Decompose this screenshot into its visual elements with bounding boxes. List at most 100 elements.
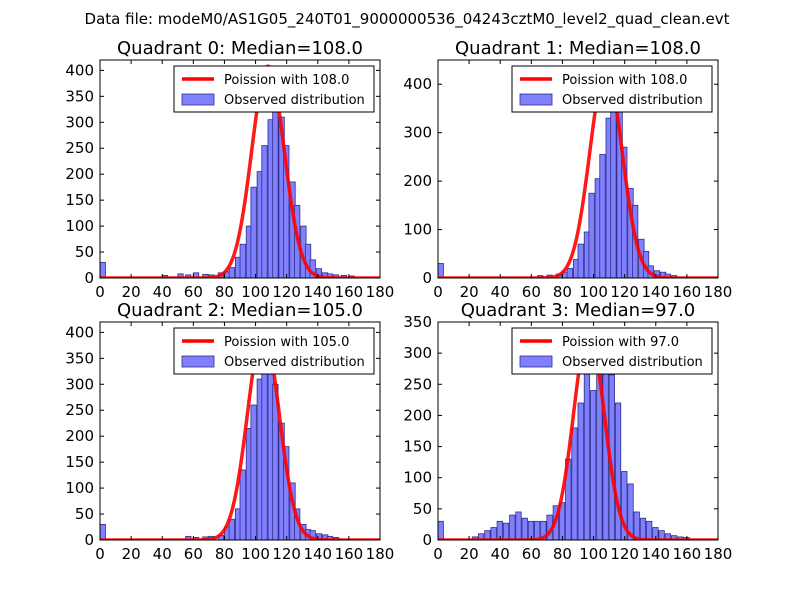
legend: Poission with 108.0 Observed distribution	[173, 65, 375, 113]
x-tick-label: 40	[491, 545, 510, 563]
y-tick-label: 400	[65, 61, 94, 79]
x-tick-label: 180	[366, 545, 395, 563]
x-tick-label: 100	[579, 283, 608, 301]
legend-bar-swatch	[519, 355, 553, 368]
x-tick-label: 80	[553, 545, 572, 563]
legend-curve-label: Poission with 108.0	[562, 73, 687, 88]
histogram-bar	[239, 243, 246, 278]
histogram-bar	[272, 98, 279, 278]
figure-title: Data file: modeM0/AS1G05_240T01_90000005…	[85, 10, 730, 29]
x-tick-label: 180	[366, 283, 395, 301]
histogram-bar	[177, 273, 184, 278]
histogram-bar	[100, 262, 106, 278]
y-tick-label: 100	[65, 217, 94, 235]
x-tick-label: 140	[303, 283, 332, 301]
x-tick-label: 60	[184, 545, 203, 563]
x-tick-label: 100	[241, 545, 270, 563]
x-tick-label: 160	[673, 283, 702, 301]
x-tick-label: 120	[610, 545, 639, 563]
x-tick-label: 0	[433, 545, 443, 563]
x-tick-label: 120	[272, 545, 301, 563]
poisson-curve	[438, 329, 718, 540]
y-tick-label: 350	[65, 349, 94, 367]
y-tick-label: 150	[65, 191, 94, 209]
histogram-bar	[633, 511, 640, 540]
histogram-bar	[646, 520, 653, 540]
quadrant-0-panel: 0 20 40 60 80 100 120 140 160 1800501001502002503…	[65, 38, 394, 301]
x-tick-label: 0	[95, 545, 105, 563]
x-tick-label: 0	[433, 283, 443, 301]
histogram-bar	[438, 520, 444, 540]
y-tick-label: 100	[65, 479, 94, 497]
x-tick-label: 40	[153, 545, 172, 563]
legend-bar-label: Observed distribution	[562, 355, 703, 370]
x-tick-label: 120	[610, 283, 639, 301]
x-tick-label: 140	[641, 283, 670, 301]
y-tick-label: 150	[65, 453, 94, 471]
legend-curve-label: Poission with 105.0	[224, 335, 349, 350]
x-tick-label: 160	[335, 283, 364, 301]
histogram-bar	[100, 524, 106, 540]
x-tick-label: 60	[522, 283, 541, 301]
x-tick-label: 60	[522, 545, 541, 563]
x-tick-label: 180	[704, 283, 733, 301]
histogram-bar	[509, 514, 516, 540]
quadrant-2-panel: 0 20 40 60 80 100 120 140 160 1800501001502002503…	[65, 300, 394, 563]
quadrant-0-bars	[100, 98, 355, 278]
histogram-bar	[577, 402, 584, 540]
y-tick-label: 50	[75, 505, 94, 523]
x-tick-label: 20	[460, 545, 479, 563]
legend-bar-label: Observed distribution	[224, 355, 365, 370]
quadrant-1-panel: 0 20 40 60 80 100 120 140 160 1800100200300400Qua…	[403, 38, 732, 301]
histogram-bar	[239, 469, 246, 540]
y-tick-label: 100	[403, 221, 432, 239]
histogram-bar	[670, 535, 678, 540]
histogram-bar	[658, 530, 665, 540]
axes-frame	[99, 59, 381, 279]
histogram-bar	[614, 402, 622, 540]
y-tick-label: 250	[403, 375, 432, 393]
y-tick-label: 400	[65, 323, 94, 341]
x-tick-label: 40	[491, 283, 510, 301]
axes-frame	[437, 321, 719, 541]
histogram-bar	[228, 518, 235, 540]
histogram-bar	[621, 146, 628, 278]
histogram-bar	[566, 267, 573, 278]
histogram-bar	[627, 483, 634, 540]
histogram-bar	[588, 192, 595, 278]
y-tick-label: 0	[422, 531, 432, 549]
quadrant-title: Quadrant 2: Median=105.0	[117, 300, 363, 321]
histogram-bar	[261, 145, 268, 278]
histogram-bar	[490, 527, 497, 540]
legend-bar-swatch	[181, 355, 215, 368]
histogram-bar	[521, 517, 528, 540]
histogram-bar	[250, 186, 257, 278]
histogram-bar	[228, 267, 235, 278]
y-tick-label: 100	[403, 469, 432, 487]
y-tick-label: 200	[403, 406, 432, 424]
y-tick-label: 300	[65, 375, 94, 393]
legend: Poission with 105.0 Observed distribution	[173, 327, 375, 375]
x-tick-label: 160	[335, 545, 364, 563]
quadrant-title: Quadrant 1: Median=108.0	[455, 38, 701, 59]
x-tick-label: 160	[673, 545, 702, 563]
histogram-bar	[571, 427, 578, 540]
x-tick-label: 80	[553, 283, 572, 301]
x-tick-label: 20	[122, 545, 141, 563]
histogram-bar	[283, 145, 290, 278]
histogram-bar	[502, 522, 510, 540]
histogram-bar	[590, 390, 597, 540]
x-tick-label: 0	[95, 283, 105, 301]
x-tick-label: 60	[184, 283, 203, 301]
y-tick-label: 400	[403, 75, 432, 93]
axes-frame	[99, 321, 381, 541]
quadrant-title: Quadrant 3: Median=97.0	[461, 300, 696, 321]
quadrant-3-panel: 0 20 40 60 80 100 120 140 160 1800501001502002503…	[403, 300, 732, 563]
y-tick-label: 150	[403, 438, 432, 456]
x-tick-label: 100	[241, 283, 270, 301]
histogram-bar	[577, 243, 584, 278]
y-tick-label: 200	[65, 427, 94, 445]
y-tick-label: 50	[413, 500, 432, 518]
histogram-bar	[621, 471, 628, 540]
